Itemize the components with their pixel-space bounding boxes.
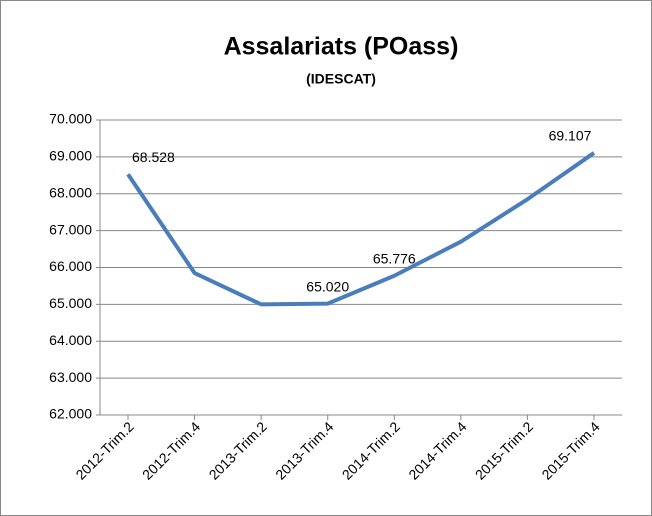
- chart-title: Assalariats (POass): [224, 33, 459, 61]
- y-tick-label: 65.000: [49, 295, 92, 311]
- y-tick-label: 70.000: [49, 111, 92, 127]
- y-tick-label: 69.000: [49, 148, 92, 164]
- data-label: 68.528: [132, 149, 175, 165]
- y-tick-label: 62.000: [49, 406, 92, 422]
- y-tick-label: 68.000: [49, 184, 92, 200]
- data-label: 65.776: [373, 250, 416, 266]
- y-tick-label: 67.000: [49, 221, 92, 237]
- chart-subtitle: (IDESCAT): [306, 71, 376, 87]
- y-tick-label: 64.000: [49, 332, 92, 348]
- line: [126, 151, 596, 307]
- data-label: 65.020: [306, 278, 349, 294]
- y-tick-label: 66.000: [49, 258, 92, 274]
- data-label: 69.107: [549, 128, 592, 144]
- y-tick-label: 63.000: [49, 369, 92, 385]
